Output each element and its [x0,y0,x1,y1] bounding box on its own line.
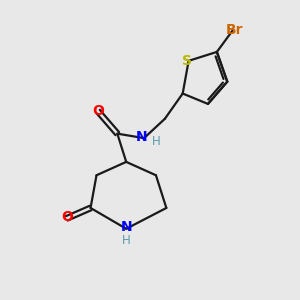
Text: H: H [152,135,160,148]
Text: H: H [122,234,130,247]
Text: Br: Br [226,22,244,37]
Text: N: N [136,130,148,144]
Text: S: S [182,54,192,68]
Text: O: O [61,210,73,224]
Text: N: N [120,220,132,234]
Text: O: O [92,104,104,118]
